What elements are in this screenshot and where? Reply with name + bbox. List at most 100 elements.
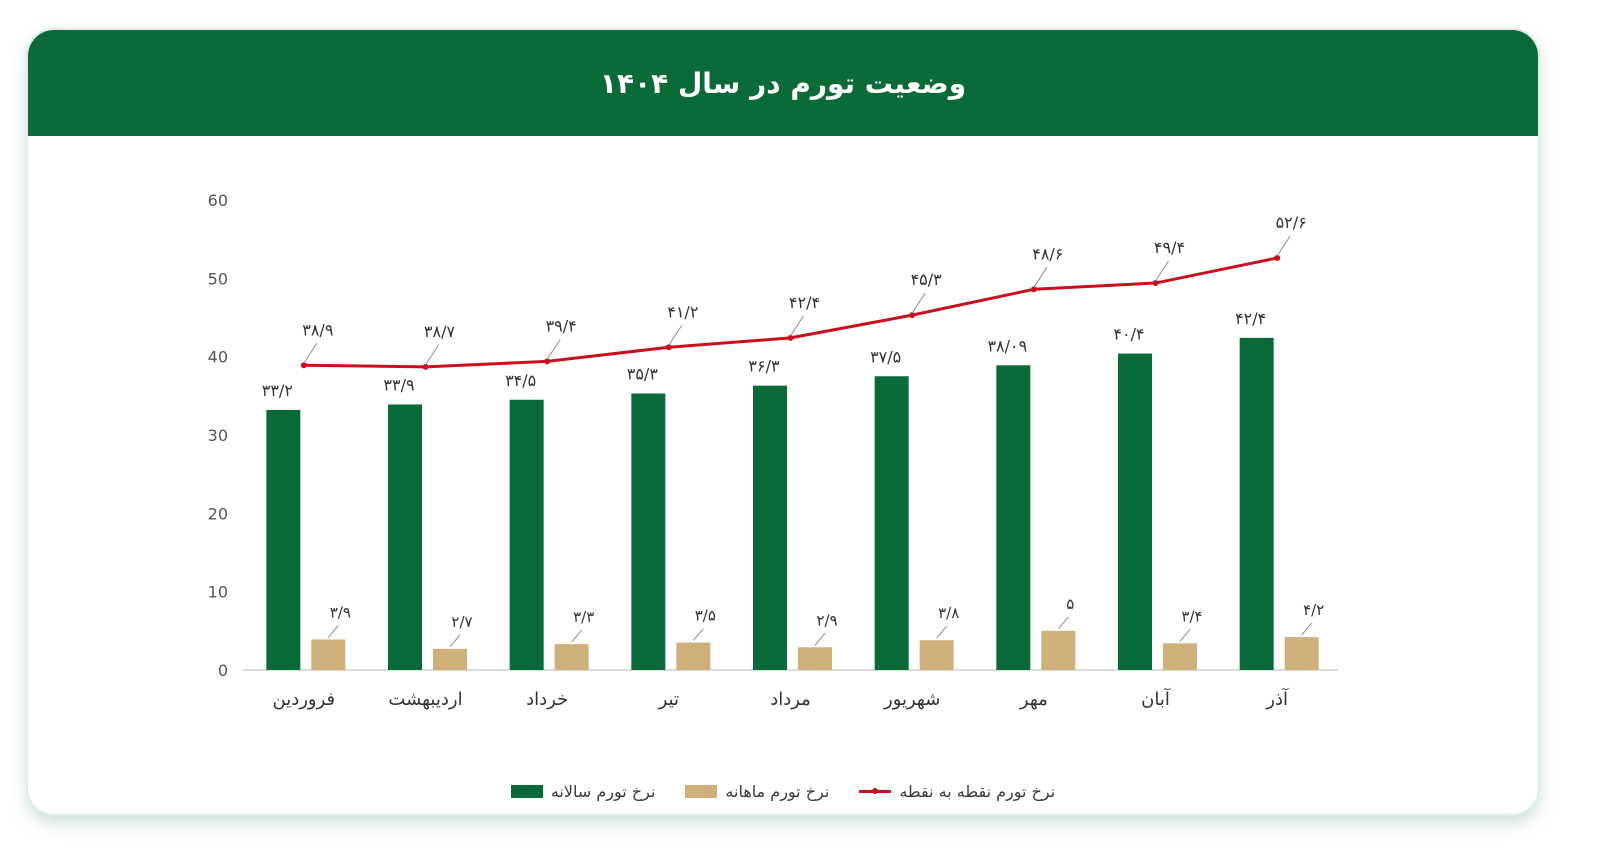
data-label-annual: ۴۰/۴: [1113, 325, 1144, 344]
x-tick-label: خرداد: [526, 689, 568, 710]
bar-annual: [509, 399, 544, 670]
data-label-annual: ۳۴/۵: [505, 371, 536, 390]
bar-annual: [266, 409, 301, 670]
legend-label-point: نرخ تورم نقطه به نقطه: [899, 781, 1056, 801]
leader-point: [1033, 267, 1048, 288]
legend-label-monthly: نرخ تورم ماهانه: [725, 781, 830, 801]
x-tick-label: اردیبهشت: [388, 689, 462, 710]
x-tick-label: مرداد: [770, 689, 811, 710]
x-tick-label: تیر: [658, 689, 679, 710]
leader-point: [790, 315, 804, 337]
chart-card: وضعیت تورم در سال ۱۴۰۴ 0 10 20 30 40 50 60 ۳۳/۲…: [28, 30, 1538, 814]
point-marker: [787, 334, 794, 341]
legend-item-monthly: نرخ تورم ماهانه: [685, 782, 829, 801]
header-bar: [28, 30, 1538, 136]
y-tick-label: 30: [208, 426, 228, 445]
y-tick-label: 10: [208, 583, 228, 602]
line-point-to-point: [303, 256, 1278, 369]
bar-monthly: [798, 647, 832, 670]
data-label-point: ۴۱/۲: [667, 302, 698, 321]
leader-point: [1276, 235, 1291, 257]
data-label-monthly: ۳/۹: [330, 603, 351, 621]
legend-label-annual: نرخ تورم سالانه: [550, 781, 656, 801]
data-label-annual: ۴۲/۴: [1235, 309, 1266, 328]
legend-swatch-annual: [510, 784, 543, 798]
data-label-point: ۳۸/۷: [424, 322, 456, 341]
point-marker: [1274, 254, 1281, 261]
data-label-monthly: ۳/۳: [573, 608, 594, 626]
data-label-point: ۴۹/۴: [1154, 238, 1185, 257]
bar-annual: [753, 385, 787, 670]
leader-point: [303, 343, 318, 364]
point-marker: [665, 344, 672, 351]
point-marker: [300, 362, 307, 369]
data-label-monthly: ۳/۴: [1181, 607, 1202, 625]
leader-monthly: [814, 632, 826, 646]
leader-monthly: [1179, 629, 1191, 642]
point-marker: [1152, 280, 1159, 287]
data-label-point: ۳۹/۴: [546, 316, 577, 335]
data-label-point: ۴۸/۶: [1032, 244, 1063, 263]
point-marker: [1030, 286, 1037, 293]
bar-monthly: [676, 642, 711, 670]
data-label-annual: ۳۵/۳: [627, 364, 659, 383]
data-label-point: ۴۲/۴: [789, 293, 820, 312]
leader-point: [546, 339, 561, 360]
bar-monthly: [554, 644, 589, 670]
y-tick-label: 60: [208, 191, 228, 210]
leader-point: [1155, 260, 1169, 282]
legend-item-point: نرخ تورم نقطه به نقطه: [859, 782, 1055, 801]
y-tick-label: 50: [208, 269, 228, 288]
x-tick-label: آذر: [1265, 687, 1289, 710]
leader-monthly: [936, 625, 948, 639]
chart-title: وضعیت تورم در سال ۱۴۰۴: [599, 66, 967, 100]
data-label-annual: ۳۸/۰۹: [987, 336, 1027, 355]
point-marker: [422, 363, 429, 370]
x-tick-label: آبان: [1141, 687, 1171, 710]
leader-monthly: [1057, 616, 1069, 630]
data-label-annual: ۳۶/۳: [748, 357, 780, 376]
leader-point: [911, 292, 926, 314]
bar-annual: [874, 376, 909, 670]
legend: نرخ تورم نقطه به نقطه نرخ تورم ماهانه نر…: [28, 776, 1538, 806]
bar-monthly: [311, 639, 346, 670]
legend-swatch-point: [859, 787, 892, 794]
data-label-point: ۵۲/۶: [1276, 213, 1307, 232]
data-label-monthly: ۵: [1066, 595, 1074, 613]
point-marker: [544, 358, 551, 365]
data-label-annual: ۳۷/۵: [870, 347, 901, 366]
leader-monthly: [571, 629, 583, 643]
data-label-monthly: ۲/۹: [816, 611, 837, 629]
bar-monthly: [1163, 643, 1197, 670]
bar-annual: [1118, 353, 1152, 670]
bar-annual: [388, 404, 422, 670]
bar-annual: [996, 365, 1031, 670]
data-label-annual: ۳۳/۹: [383, 375, 414, 394]
data-label-monthly: ۲/۷: [451, 613, 472, 631]
leader-point: [425, 344, 439, 366]
leader-monthly: [449, 634, 461, 648]
data-label-point: ۴۵/۳: [911, 270, 943, 289]
x-tick-label: فروردین: [273, 689, 336, 710]
x-tick-label: شهریور: [883, 689, 940, 710]
data-label-point: ۳۸/۹: [302, 320, 333, 339]
legend-swatch-monthly: [685, 784, 718, 798]
y-tick-label: 20: [208, 504, 228, 523]
point-marker: [909, 312, 916, 319]
x-tick-label: مهر: [1019, 689, 1048, 710]
bar-monthly: [433, 648, 467, 670]
data-label-monthly: ۳/۸: [938, 604, 959, 622]
y-tick-label: 0: [218, 661, 228, 680]
inflation-chart: 0 10 20 30 40 50 60 ۳۳/۲ ۳/۹ فروردین ۳۳/۹ ۲/۷ اردیبه…: [208, 191, 1338, 710]
bar-annual: [631, 393, 666, 670]
leader-monthly: [1301, 622, 1313, 636]
bar-monthly: [919, 640, 954, 670]
y-tick-label: 40: [208, 348, 228, 367]
leader-monthly: [692, 628, 704, 641]
bar-monthly: [1284, 637, 1319, 670]
data-label-monthly: ۴/۲: [1303, 601, 1324, 619]
data-label-annual: ۳۳/۲: [262, 381, 293, 400]
data-label-monthly: ۳/۵: [695, 607, 716, 625]
bar-monthly: [1041, 630, 1076, 670]
legend-item-annual: نرخ تورم سالانه: [510, 781, 656, 801]
